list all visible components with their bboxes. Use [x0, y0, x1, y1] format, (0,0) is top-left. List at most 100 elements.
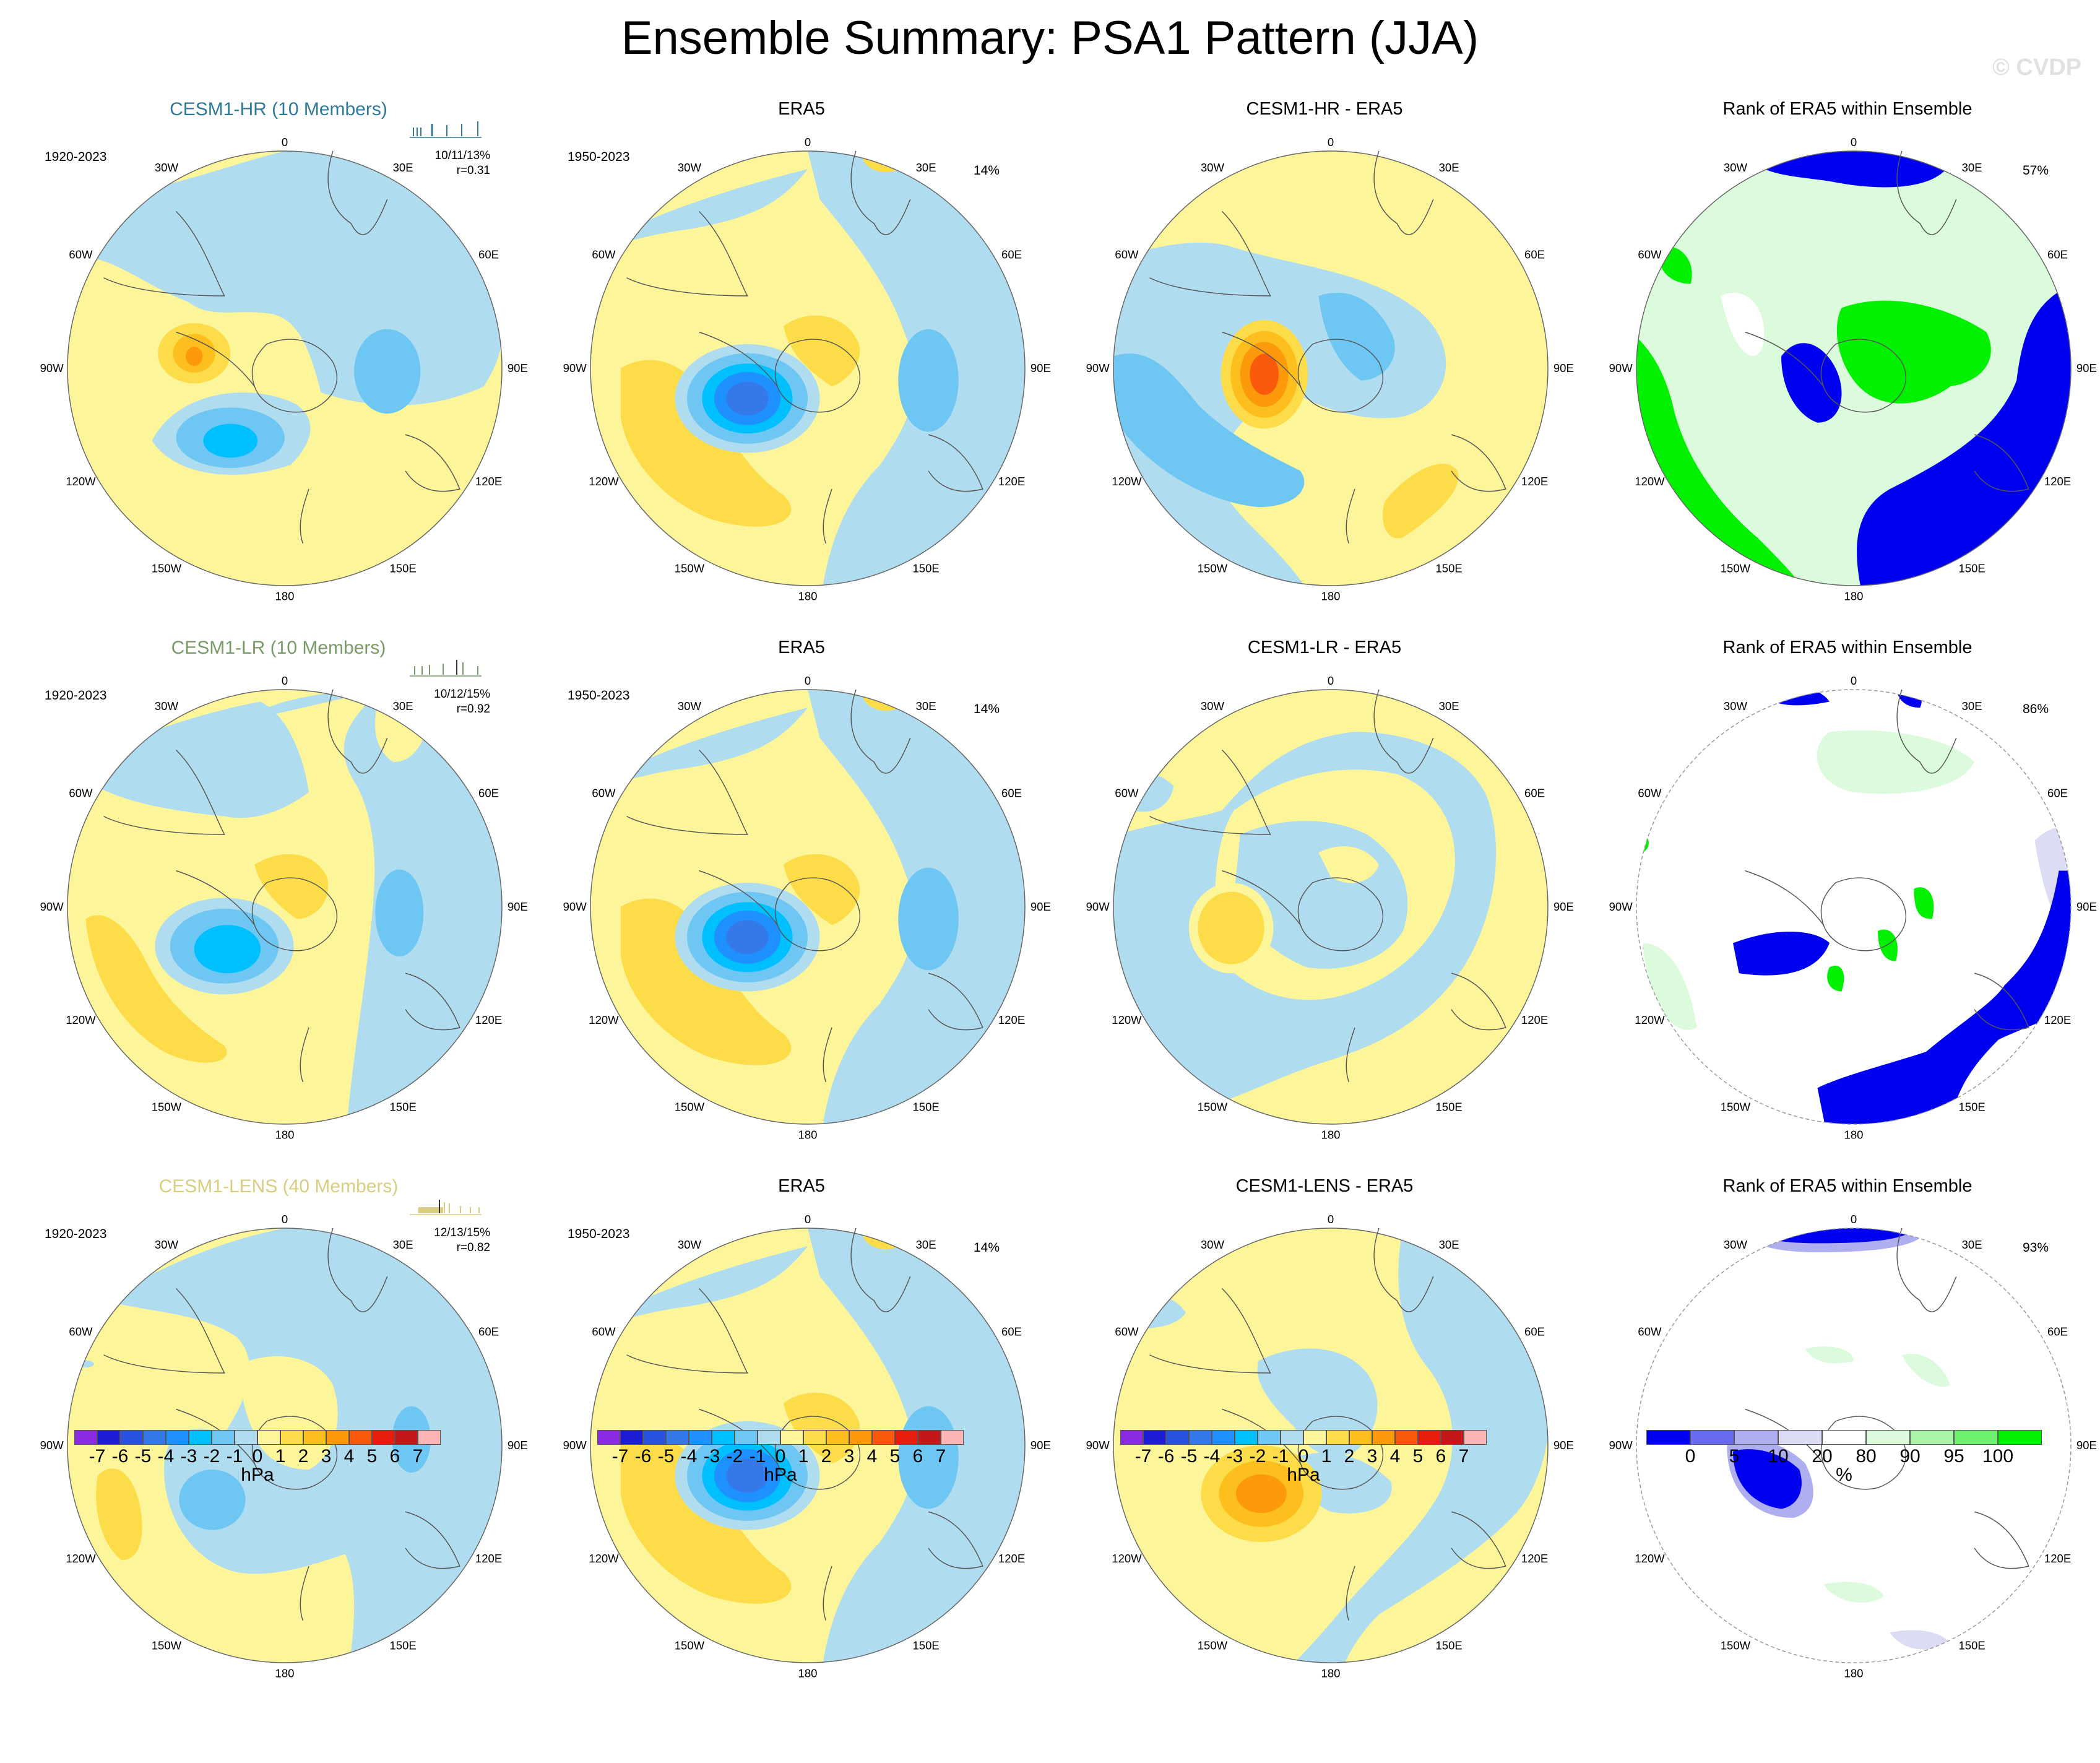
longitude-labels: 0 30E 60E 90E 120E 150E 180 150W 120W 90W 60W… — [1609, 674, 2097, 1141]
svg-text:150E: 150E — [912, 562, 939, 575]
colorbar-swatch — [666, 1430, 689, 1445]
polar-map-era5: 0 30E 60E 90E 120E 150E 180 150W 120W 90W 60W… — [563, 674, 1051, 1141]
colorbar-tick-label: 6 — [912, 1446, 923, 1466]
svg-text:150W: 150W — [1198, 1639, 1228, 1652]
colorbar-tick-label: 5 — [889, 1446, 901, 1466]
svg-text:60E: 60E — [1001, 787, 1022, 800]
colorbar-swatch — [849, 1430, 872, 1445]
svg-text:120W: 120W — [589, 475, 619, 488]
panel-title: CESM1-HR - ERA5 — [1246, 99, 1403, 119]
polar-map-model-lr: 0 30E 60E 90E 120E 150E 180 150W 120W 90W 60W… — [40, 674, 528, 1141]
svg-text:60W: 60W — [1638, 787, 1662, 800]
years-label: 1920-2023 — [45, 150, 107, 164]
coastlines — [1745, 1228, 2029, 1569]
panel-diff-row3: CESM1-LENS - ERA5 0 30E 60E 90E 120E 150E 1 — [1058, 1176, 1574, 1715]
colorbar-swatch — [1910, 1430, 1954, 1445]
figure-title: Ensemble Summary: PSA1 Pattern (JJA) — [621, 12, 1479, 64]
svg-text:120E: 120E — [998, 1013, 1025, 1026]
polar-map-era5: 0 30E 60E 90E 120E 150E 180 150W 120W 90W 60W… — [563, 136, 1051, 602]
colorbar-tick-label: 5 — [1729, 1446, 1740, 1466]
colorbar-tick-label: 1 — [798, 1446, 809, 1466]
colorbar-tick-label: 10 — [1768, 1446, 1789, 1466]
svg-text:150E: 150E — [1958, 1639, 1985, 1652]
colorbar-tick-label: -3 — [180, 1446, 197, 1466]
svg-text:150E: 150E — [389, 1101, 416, 1114]
colorbar-tick-label: 2 — [821, 1446, 832, 1466]
svg-text:120E: 120E — [475, 475, 502, 488]
pattern-correlation: r=0.92 — [456, 703, 490, 716]
colorbar-tick-label: 0 — [252, 1446, 263, 1466]
svg-text:120W: 120W — [66, 1013, 96, 1026]
colorbar-swatch — [120, 1430, 143, 1445]
colorbar-swatch — [780, 1430, 803, 1445]
svg-text:180: 180 — [275, 589, 295, 602]
longitude-labels: 0 30E 60E 90E 120E 150E 180 150W 120W 90W 60W… — [1086, 136, 1574, 602]
svg-text:0: 0 — [1328, 674, 1334, 687]
longitude-labels: 0 30E 60E 90E 120E 150E 180 150W 120W 90W 60W… — [40, 674, 528, 1141]
years-label: 1920-2023 — [45, 1227, 107, 1241]
longitude-labels: 0 30E 60E 90E 120E 150E 180 150W 120W 90W 60W… — [563, 1213, 1051, 1679]
colorbar-swatch — [1281, 1430, 1303, 1445]
colorbar-tick-label: -4 — [157, 1446, 175, 1466]
colorbar-swatch — [1395, 1430, 1418, 1445]
coastlines — [1149, 150, 1506, 544]
pattern-stats: 12/13/15% — [434, 1226, 490, 1239]
svg-text:180: 180 — [1844, 1128, 1864, 1141]
colorbar-tick-label: 2 — [298, 1446, 309, 1466]
svg-text:180: 180 — [1321, 1666, 1341, 1679]
svg-text:150W: 150W — [152, 1101, 182, 1114]
colorbar-tick-label: 6 — [389, 1446, 400, 1466]
colorbar-tick-label: -1 — [226, 1446, 243, 1466]
svg-text:60E: 60E — [478, 1325, 499, 1338]
coastlines — [1745, 150, 2029, 492]
colorbar-swatch — [643, 1430, 666, 1445]
colorbar-unit: % — [1836, 1465, 1852, 1485]
colorbar-tick-label: 0 — [1298, 1446, 1309, 1466]
svg-text:120W: 120W — [1112, 1013, 1142, 1026]
longitude-labels: 0 30E 60E 90E 120E 150E 180 150W 120W 90W 60W… — [563, 674, 1051, 1141]
colorbar-swatch — [597, 1430, 620, 1445]
svg-text:60E: 60E — [478, 787, 499, 800]
svg-text:30E: 30E — [393, 1238, 413, 1251]
svg-text:30W: 30W — [1724, 700, 1748, 713]
colorbar-tick-label: 5 — [366, 1446, 378, 1466]
longitude-labels: 0 30E 60E 90E 120E 150E 180 150W 120W 90W 60W… — [1086, 1213, 1574, 1679]
coastlines — [626, 689, 983, 1082]
colorbar-tick-label: 4 — [1389, 1446, 1401, 1466]
svg-text:90W: 90W — [40, 1439, 64, 1452]
low-rank-region — [1817, 870, 2071, 1124]
svg-text:30W: 30W — [1724, 161, 1748, 174]
svg-text:60E: 60E — [1524, 1325, 1545, 1338]
polar-map-rank: 0 30E 60E 90E 120E 150E 180 150W 120W 90W 60W… — [1609, 1213, 2097, 1679]
svg-text:120W: 120W — [1112, 1552, 1142, 1565]
panel-title: ERA5 — [778, 1176, 825, 1196]
svg-text:30E: 30E — [916, 1238, 936, 1251]
positive-anomaly-region — [85, 915, 227, 1063]
svg-text:120E: 120E — [998, 475, 1025, 488]
negative-anomaly-core — [354, 329, 421, 414]
colorbar-swatch — [303, 1430, 326, 1445]
polar-map-era5: 0 30E 60E 90E 120E 150E 180 150W 120W 90W 60W… — [563, 1213, 1051, 1679]
svg-text:30W: 30W — [155, 161, 179, 174]
colorbar-swatch — [372, 1430, 395, 1445]
colorbar-swatch — [689, 1430, 712, 1445]
svg-text:60E: 60E — [2047, 1325, 2068, 1338]
svg-text:90W: 90W — [563, 362, 587, 375]
panel-title: CESM1-LENS - ERA5 — [1235, 1176, 1414, 1196]
colorbar-swatch — [235, 1430, 257, 1445]
colorbar-swatch — [1235, 1430, 1258, 1445]
colorbar-tick-label: -5 — [657, 1446, 675, 1466]
svg-text:90E: 90E — [508, 1439, 528, 1452]
years-label: 1950-2023 — [568, 150, 630, 164]
svg-text:60E: 60E — [1001, 1325, 1022, 1338]
svg-text:60W: 60W — [69, 1325, 93, 1338]
years-label: 1920-2023 — [45, 688, 107, 703]
svg-text:150E: 150E — [912, 1101, 939, 1114]
map-rim — [67, 150, 503, 586]
colorbar-swatch — [1166, 1430, 1189, 1445]
svg-text:90E: 90E — [1031, 1439, 1051, 1452]
panel-model-row3: CESM1-LENS (40 Members) 1920-2023 12/13/… — [12, 1176, 528, 1715]
svg-text:90W: 90W — [1086, 362, 1110, 375]
colorbar-swatch — [826, 1430, 849, 1445]
colorbar-swatch — [212, 1430, 235, 1445]
